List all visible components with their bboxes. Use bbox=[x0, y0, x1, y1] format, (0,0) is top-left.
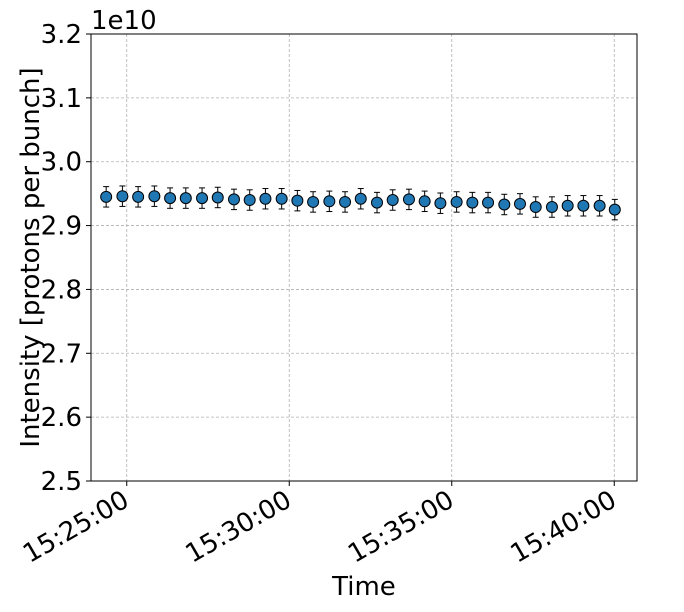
x-tick-label: 15:40:00 bbox=[506, 485, 622, 569]
y-tick-label: 2.8 bbox=[41, 275, 82, 305]
plot-frame bbox=[90, 33, 638, 482]
data-point bbox=[450, 195, 463, 208]
data-point bbox=[608, 203, 621, 216]
data-point bbox=[148, 190, 161, 203]
data-points bbox=[100, 190, 621, 216]
data-point bbox=[228, 193, 240, 206]
data-point bbox=[402, 193, 415, 206]
y-tick-label: 3.2 bbox=[41, 20, 82, 50]
y-tick-label: 2.5 bbox=[41, 467, 82, 497]
data-point bbox=[164, 192, 177, 205]
data-point bbox=[354, 192, 367, 205]
data-point bbox=[116, 190, 129, 203]
data-point bbox=[211, 191, 224, 204]
data-point bbox=[561, 199, 574, 212]
data-point bbox=[259, 192, 272, 205]
data-point bbox=[371, 196, 383, 209]
y-offset-label: 1e10 bbox=[91, 6, 157, 36]
y-tick-label: 2.6 bbox=[41, 403, 82, 433]
data-point bbox=[100, 190, 113, 203]
y-axis-label: Intensity [protons per bunch] bbox=[16, 67, 46, 447]
data-point bbox=[498, 198, 511, 211]
error-bars bbox=[103, 185, 618, 221]
x-axis-label: Time bbox=[331, 572, 396, 602]
data-point bbox=[323, 195, 336, 208]
data-point bbox=[529, 201, 542, 214]
data-point bbox=[577, 199, 590, 212]
y-tick-label: 3.0 bbox=[41, 148, 82, 178]
data-point bbox=[196, 192, 209, 205]
data-point bbox=[243, 194, 256, 207]
y-tick-label: 2.7 bbox=[41, 339, 82, 369]
x-tick-label: 15:25:00 bbox=[18, 485, 134, 569]
y-axis-ticks: 2.5 2.6 2.7 2.8 2.9 3.0 3.1 3.2 bbox=[41, 20, 91, 497]
data-point bbox=[466, 196, 479, 209]
data-point bbox=[132, 190, 145, 203]
x-tick-label: 15:35:00 bbox=[343, 485, 459, 569]
data-point bbox=[593, 199, 606, 212]
data-point bbox=[339, 195, 352, 208]
data-point bbox=[386, 194, 399, 207]
x-tick-label: 15:30:00 bbox=[181, 485, 297, 569]
data-point bbox=[545, 201, 558, 214]
data-point bbox=[179, 192, 192, 205]
data-point bbox=[418, 195, 431, 208]
data-point bbox=[291, 194, 304, 207]
y-tick-label: 3.1 bbox=[41, 84, 82, 114]
x-axis-ticks: 15:25:00 15:30:00 15:35:00 15:40:00 bbox=[18, 481, 622, 569]
y-tick-label: 2.9 bbox=[41, 212, 82, 242]
data-point bbox=[275, 192, 288, 205]
grid-lines bbox=[91, 33, 637, 482]
data-point bbox=[434, 197, 447, 210]
data-point bbox=[307, 195, 320, 208]
data-point bbox=[514, 197, 526, 210]
data-point bbox=[482, 196, 495, 209]
